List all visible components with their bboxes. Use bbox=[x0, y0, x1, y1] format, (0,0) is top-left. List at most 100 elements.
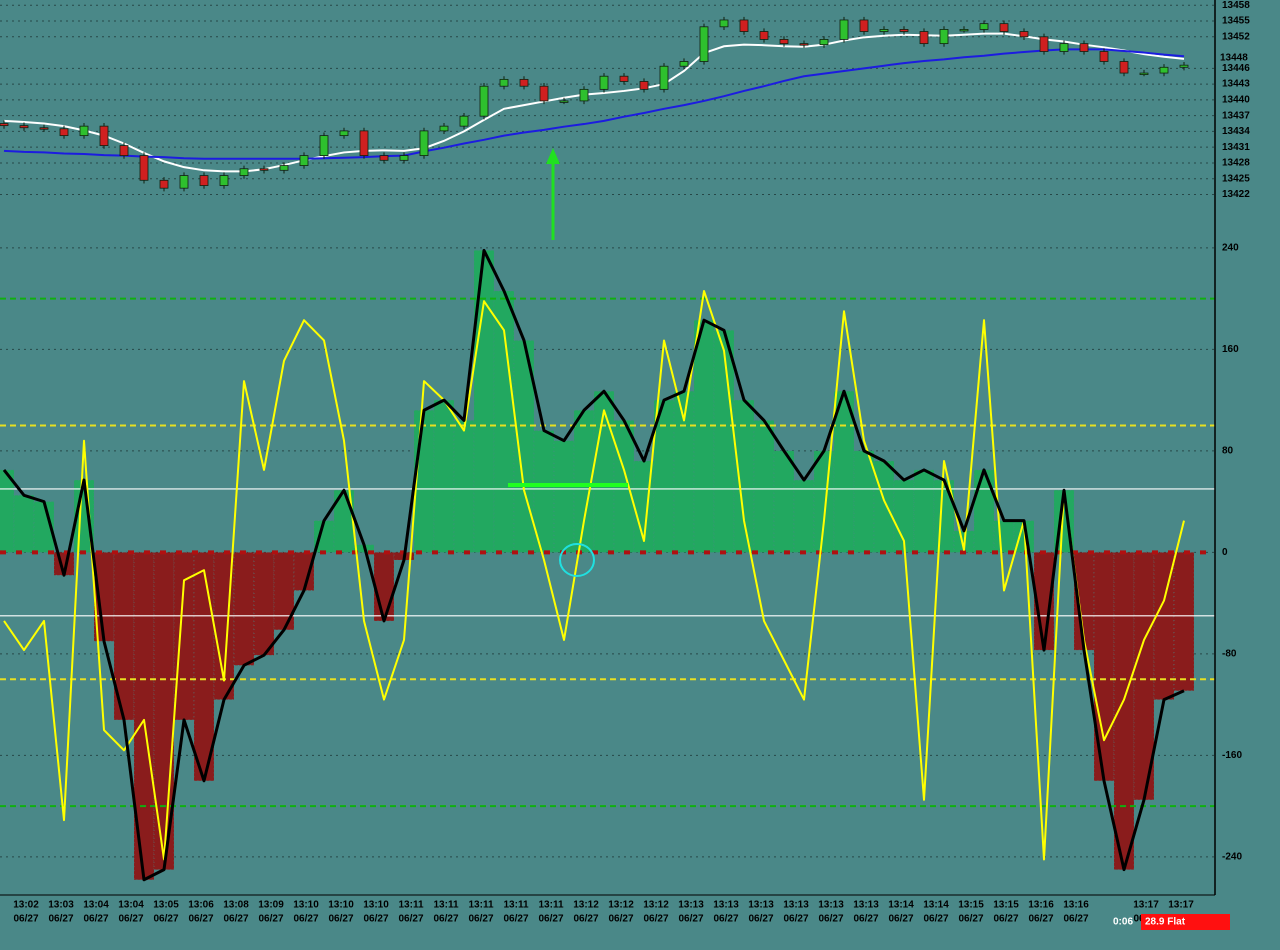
histogram-bar bbox=[493, 290, 515, 553]
histogram-bar bbox=[733, 399, 755, 553]
y-tick-label: 13431 bbox=[1222, 142, 1250, 153]
candle-body bbox=[1059, 43, 1069, 52]
position-box bbox=[1141, 914, 1230, 930]
y-tick-label: -80 bbox=[1222, 649, 1237, 660]
candle-body bbox=[399, 155, 409, 161]
timer: 0:06 bbox=[1113, 917, 1133, 928]
candle-body bbox=[179, 175, 189, 189]
histogram-bar bbox=[273, 552, 295, 631]
x-date-label: 06/27 bbox=[468, 914, 493, 925]
candle-body bbox=[159, 179, 169, 189]
histogram-bar bbox=[13, 494, 35, 553]
histogram-bar bbox=[1153, 552, 1175, 700]
x-tick-label: 13:12 bbox=[643, 900, 669, 911]
histogram-bar bbox=[133, 552, 155, 881]
arrow-head bbox=[546, 148, 560, 164]
moving-average bbox=[3, 48, 1185, 160]
y-tick-label: 13440 bbox=[1222, 95, 1250, 106]
x-tick-label: 13:11 bbox=[433, 900, 458, 911]
candle-body bbox=[939, 29, 949, 45]
histogram-bar bbox=[113, 552, 135, 721]
histogram-bar bbox=[473, 250, 495, 553]
candle-body bbox=[1179, 64, 1189, 68]
histogram-bar bbox=[193, 552, 215, 782]
candle-body bbox=[1139, 72, 1149, 75]
candle-body bbox=[59, 128, 69, 137]
histogram-bar bbox=[453, 420, 475, 553]
candle-body bbox=[799, 43, 809, 46]
histogram-bar bbox=[553, 440, 575, 553]
x-date-label: 06/27 bbox=[748, 914, 773, 925]
x-date-label: 06/27 bbox=[713, 914, 738, 925]
y-tick-label: 13434 bbox=[1222, 126, 1250, 137]
plot-layer: 13422 13425 13428 13431 13434 13437 13440 13443… bbox=[0, 0, 1250, 882]
x-tick-label: 13:08 bbox=[223, 900, 249, 911]
x-date-label: 06/27 bbox=[223, 914, 248, 925]
candle-body bbox=[39, 127, 49, 130]
candle-body bbox=[979, 23, 989, 30]
candle-body bbox=[659, 65, 669, 90]
x-tick-label: 13:15 bbox=[993, 900, 1019, 911]
x-tick-label: 13:13 bbox=[853, 900, 879, 911]
x-date-label: 06/27 bbox=[153, 914, 178, 925]
x-date-label: 06/27 bbox=[363, 914, 388, 925]
x-tick-label: 13:15 bbox=[958, 900, 984, 911]
x-date-label: 06/27 bbox=[678, 914, 703, 925]
candle-body bbox=[479, 85, 489, 117]
candle-body bbox=[999, 23, 1009, 32]
x-tick-label: 13:17 bbox=[1133, 900, 1159, 911]
candle-body bbox=[679, 61, 689, 67]
x-date-label: 06/27 bbox=[888, 914, 913, 925]
candle-body bbox=[1019, 31, 1029, 38]
candle-body bbox=[579, 88, 589, 102]
indicator-line bbox=[3, 289, 1185, 861]
histogram-bar bbox=[513, 340, 535, 553]
x-date-label: 06/27 bbox=[573, 914, 598, 925]
y-tick-label: 13428 bbox=[1222, 158, 1250, 169]
y-tick-label: 13437 bbox=[1222, 110, 1250, 121]
x-tick-label: 13:14 bbox=[923, 900, 949, 911]
histogram-bar bbox=[253, 552, 275, 656]
x-date-label: 06/27 bbox=[118, 914, 143, 925]
x-tick-label: 13:12 bbox=[573, 900, 599, 911]
candle-body bbox=[859, 19, 869, 32]
histogram-bar bbox=[853, 450, 875, 553]
x-tick-label: 13:16 bbox=[1063, 900, 1089, 911]
candle-body bbox=[439, 125, 449, 132]
y-tick-label: 0 bbox=[1222, 547, 1228, 558]
x-date-label: 06/27 bbox=[83, 914, 108, 925]
x-tick-label: 13:03 bbox=[48, 900, 74, 911]
histogram-bar bbox=[813, 450, 835, 553]
y-tick-label: 13422 bbox=[1222, 189, 1250, 200]
x-date-label: 06/27 bbox=[783, 914, 808, 925]
candle-body bbox=[219, 175, 229, 186]
histogram-bar bbox=[573, 409, 595, 553]
x-date-label: 06/27 bbox=[1063, 914, 1088, 925]
histogram-bar bbox=[1113, 552, 1135, 870]
x-tick-label: 13:05 bbox=[153, 900, 179, 911]
x-date-label: 06/27 bbox=[993, 914, 1018, 925]
candle-body bbox=[1159, 66, 1169, 74]
y-tick-label: 13452 bbox=[1222, 31, 1250, 42]
candle-body bbox=[619, 75, 629, 82]
x-date-label: 06/27 bbox=[923, 914, 948, 925]
x-tick-label: 13:02 bbox=[13, 900, 39, 911]
candle-body bbox=[1099, 51, 1109, 62]
histogram-bar bbox=[753, 420, 775, 553]
x-tick-label: 13:10 bbox=[363, 900, 389, 911]
candle-body bbox=[419, 130, 429, 156]
candle-body bbox=[119, 145, 129, 156]
candle-body bbox=[519, 78, 529, 87]
candle-body bbox=[639, 81, 649, 90]
x-date-label: 06/27 bbox=[818, 914, 843, 925]
candle-body bbox=[359, 130, 369, 156]
x-date-label: 06/27 bbox=[853, 914, 878, 925]
x-tick-label: 13:13 bbox=[783, 900, 809, 911]
x-date-label: 06/27 bbox=[538, 914, 563, 925]
position-label: 28.9 Flat bbox=[1145, 917, 1186, 928]
x-date-label: 06/27 bbox=[398, 914, 423, 925]
y-tick-label: 240 bbox=[1222, 242, 1239, 253]
x-date-label: 06/27 bbox=[13, 914, 38, 925]
